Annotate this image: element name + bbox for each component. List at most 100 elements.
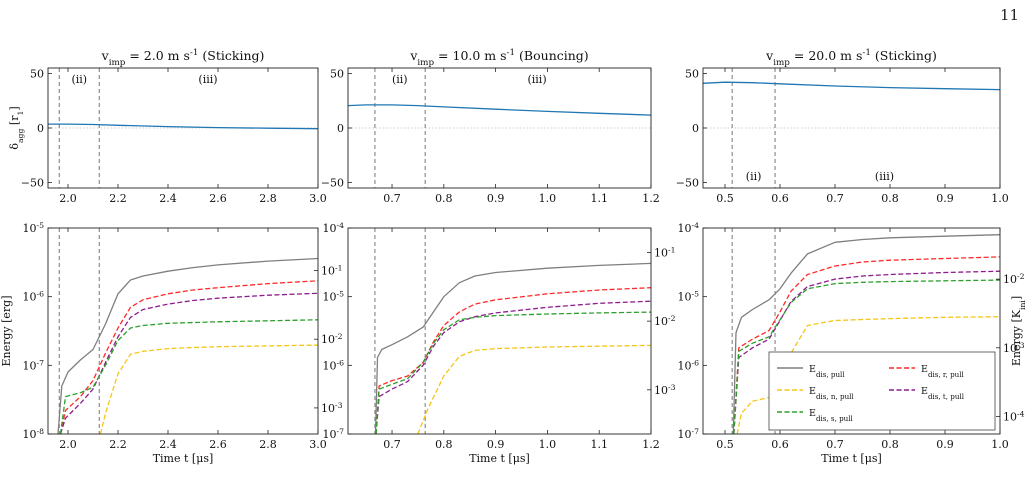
right-y-tick-label: 10-2 — [1003, 272, 1025, 287]
x-tick-label: 0.6 — [771, 192, 789, 205]
x-tick-label: 1.0 — [539, 438, 557, 451]
legend-frame — [768, 351, 996, 431]
x-tick-label: 1.0 — [539, 192, 557, 205]
right-y-tick-label: 10-4 — [1003, 409, 1025, 424]
x-axis-label: Time t [μs] — [821, 452, 882, 465]
y-tick-label: 0 — [337, 122, 344, 135]
y-tick-label: 10-5 — [323, 289, 345, 304]
series-line-t_pull — [733, 270, 1001, 435]
series-line-pull — [57, 257, 319, 435]
x-tick-label: 1.0 — [991, 192, 1009, 205]
y-tick-label: 50 — [330, 67, 344, 80]
x-tick-label: 2.2 — [109, 192, 127, 205]
y-tick-label: 10-6 — [23, 289, 45, 304]
y-tick-label: 10-8 — [23, 427, 45, 442]
y-axis-label: δagg [r1] — [8, 106, 25, 149]
x-tick-label: 3.0 — [309, 438, 327, 451]
x-tick-label: 0.6 — [771, 438, 789, 451]
x-tick-label: 0.9 — [936, 438, 954, 451]
y-tick-label: 10-4 — [678, 221, 700, 236]
x-tick-label: 2.8 — [259, 192, 277, 205]
x-tick-label: 2.4 — [159, 192, 177, 205]
x-tick-label: 0.7 — [826, 438, 844, 451]
x-tick-label: 1.2 — [642, 192, 660, 205]
y-tick-label: 10-5 — [678, 289, 700, 304]
y-tick-label: 10-6 — [678, 358, 700, 373]
right-y-tick-label: 10-2 — [654, 314, 676, 329]
right-y-tick-label: 10-1 — [321, 263, 343, 278]
y-tick-label: 50 — [30, 67, 44, 80]
chart-panel-bottom-1: 2.0 2.2 2.4 2.6 2.8 3.0 10-8 10-7 10-6 10-5 10-3 10… — [0, 221, 343, 466]
legend-label-pull: Edis, pull — [809, 364, 845, 379]
x-axis-label: Time t [μs] — [153, 452, 214, 465]
legend: Edis, pull Edis, r, pull Edis, n, pull Edis… — [768, 351, 996, 431]
x-tick-label: 0.9 — [487, 192, 505, 205]
right-y-tick-label: 10-3 — [654, 382, 676, 397]
x-tick-label: 2.0 — [59, 192, 77, 205]
x-tick-label: 0.5 — [716, 192, 734, 205]
series-line-delta — [702, 81, 1001, 91]
x-tick-label: 0.7 — [383, 192, 401, 205]
right-y-tick-label: 10-1 — [654, 245, 676, 260]
phase-label: (ii) — [392, 73, 408, 86]
legend-label-t_pull: Edis, t, pull — [921, 386, 965, 401]
legend-label-s_pull: Edis, s, pull — [809, 408, 854, 423]
x-tick-label: 0.7 — [826, 192, 844, 205]
x-tick-label: 3.0 — [309, 192, 327, 205]
right-y-axis-label: Energy [Kini] — [1010, 296, 1027, 366]
y-tick-label: 10-7 — [323, 427, 345, 442]
right-y-tick-label: 10-2 — [321, 332, 343, 347]
axes-frame — [47, 227, 319, 435]
x-tick-label: 2.2 — [109, 438, 127, 451]
panel-title: vimp = 10.0 m s-1 (Bouncing) — [409, 48, 588, 68]
x-tick-label: 0.8 — [435, 438, 453, 451]
y-tick-label: 0 — [37, 122, 44, 135]
series-line-t_pull — [375, 300, 652, 435]
x-tick-label: 2.6 — [209, 438, 227, 451]
x-tick-label: 2.0 — [59, 438, 77, 451]
phase-label: (ii) — [746, 170, 762, 183]
phase-label: (iii) — [527, 73, 546, 86]
x-tick-label: 1.2 — [642, 438, 660, 451]
x-tick-label: 1.1 — [590, 192, 608, 205]
chart-panel-top-3: 0.5 0.6 0.7 0.8 0.9 1.0 −50 0 50 vimp = 20.0 m s-… — [676, 48, 1009, 205]
y-tick-label: −50 — [676, 177, 699, 190]
y-tick-label: −50 — [321, 177, 344, 190]
legend-label-n_pull: Edis, n, pull — [809, 386, 854, 401]
y-axis-label: Energy [erg] — [0, 295, 13, 366]
y-tick-label: 0 — [692, 122, 699, 135]
y-tick-label: 10-6 — [323, 358, 345, 373]
right-y-tick-label: 10-3 — [1003, 340, 1025, 355]
x-tick-label: 0.8 — [881, 192, 899, 205]
series-line-pull — [732, 234, 1001, 435]
y-tick-label: −50 — [21, 177, 44, 190]
series-line-r_pull — [733, 256, 1001, 435]
x-axis-label: Time t [μs] — [469, 452, 530, 465]
y-tick-label: 10-5 — [23, 221, 45, 236]
y-tick-label: 50 — [685, 67, 699, 80]
x-tick-label: 2.8 — [259, 438, 277, 451]
series-line-delta — [48, 123, 319, 130]
x-tick-label: 0.9 — [936, 192, 954, 205]
chart-panel-top-1: 2.0 2.2 2.4 2.6 2.8 3.0 −50 0 50 vimp = 2.0 m s-1… — [8, 48, 327, 205]
x-tick-label: 0.8 — [881, 438, 899, 451]
panel-title: vimp = 20.0 m s-1 (Sticking) — [765, 48, 937, 68]
chart-panel-top-2: 0.7 0.8 0.9 1.0 1.1 1.2 −50 0 50 vimp = 10.0 m s-… — [321, 48, 660, 205]
series-line-r_pull — [59, 280, 319, 435]
x-tick-label: 1.1 — [590, 438, 608, 451]
series-line-pull — [374, 262, 652, 435]
y-tick-label: 10-7 — [678, 427, 700, 442]
series-line-s_pull — [733, 279, 1001, 435]
series-line-n_pull — [736, 316, 1001, 435]
series-line-s_pull — [59, 319, 319, 435]
x-tick-label: 2.4 — [159, 438, 177, 451]
axes-frame — [347, 227, 652, 435]
x-tick-label: 0.5 — [716, 438, 734, 451]
series-line-t_pull — [59, 292, 319, 435]
x-tick-label: 0.8 — [435, 192, 453, 205]
x-tick-label: 0.9 — [487, 438, 505, 451]
page-number: 11 — [1000, 6, 1020, 24]
chart-panel-bottom-2: 0.7 0.8 0.9 1.0 1.1 1.2 10-7 10-6 10-5 10-4 10-3 10… — [323, 221, 676, 466]
axes-frame — [702, 227, 1001, 435]
